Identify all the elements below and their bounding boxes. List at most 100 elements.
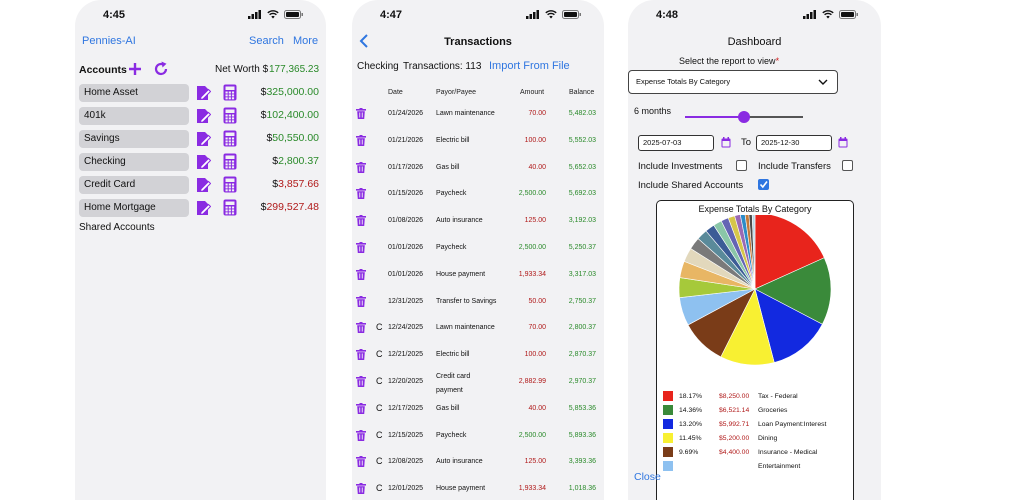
edit-account-icon[interactable]: [195, 177, 211, 193]
search-link[interactable]: Search: [249, 35, 284, 47]
transaction-row[interactable]: C 12/24/2025 Lawn maintenance 70.00 2,800.37: [352, 321, 604, 348]
transaction-balance: 1,018.36: [568, 485, 596, 493]
more-link[interactable]: More: [293, 35, 319, 47]
transaction-amount: 100.00: [524, 351, 546, 359]
battery-icon: [562, 10, 581, 19]
transaction-date: 12/01/2025: [388, 485, 424, 493]
refresh-icon[interactable]: [153, 61, 169, 77]
transaction-date: 12/08/2025: [388, 458, 424, 466]
include-shared-checkbox[interactable]: [758, 179, 769, 190]
transaction-row[interactable]: 01/21/2026 Electric bill 100.00 5,552.03: [352, 134, 604, 161]
transaction-payee: Paycheck: [436, 190, 467, 198]
transaction-row[interactable]: 01/08/2026 Auto insurance 125.00 3,192.03: [352, 214, 604, 241]
edit-account-icon[interactable]: [195, 200, 211, 216]
transaction-date: 12/21/2025: [388, 351, 424, 359]
account-amount: 299,527.48: [266, 201, 319, 213]
legend-amount: $6,521.14: [719, 407, 750, 414]
status-bar: 4:47: [352, 9, 604, 23]
app-name-link[interactable]: Pennies-AI: [82, 35, 136, 47]
transaction-row[interactable]: 01/17/2026 Gas bill 40.00 5,652.03: [352, 161, 604, 188]
account-name[interactable]: Home Asset: [79, 84, 189, 102]
transaction-row[interactable]: C 12/08/2025 Auto insurance 125.00 3,393.36: [352, 455, 604, 482]
close-button[interactable]: Close: [634, 471, 661, 483]
transaction-row[interactable]: 01/01/2026 House payment 1,933.34 3,317.03: [352, 268, 604, 295]
date-to-field[interactable]: 2025-12-30: [756, 135, 832, 151]
slider-thumb[interactable]: [738, 111, 750, 123]
transaction-row[interactable]: C 12/17/2025 Gas bill 40.00 5,853.36: [352, 402, 604, 429]
calculator-icon[interactable]: [223, 176, 237, 193]
transaction-amount: 70.00: [528, 324, 546, 332]
account-name[interactable]: 401k: [79, 107, 189, 125]
transaction-row[interactable]: 12/31/2025 Transfer to Savings 50.00 2,750.…: [352, 295, 604, 322]
trash-icon[interactable]: [356, 402, 366, 414]
legend-swatch: [663, 433, 673, 443]
account-name[interactable]: Home Mortgage: [79, 199, 189, 217]
trash-icon[interactable]: [356, 108, 366, 119]
trash-icon[interactable]: [356, 268, 366, 280]
trash-icon[interactable]: [356, 322, 366, 334]
transaction-amount: 125.00: [524, 458, 546, 466]
transaction-row[interactable]: 01/24/2026 Lawn maintenance 70.00 5,482.03: [352, 107, 604, 134]
trash-icon[interactable]: [356, 429, 366, 441]
calculator-icon[interactable]: [223, 84, 237, 101]
legend-percent: 18.17%: [679, 393, 703, 400]
calendar-from-icon[interactable]: [721, 137, 731, 148]
range-slider[interactable]: [685, 111, 803, 123]
calculator-icon[interactable]: [223, 153, 237, 170]
battery-icon: [284, 10, 303, 19]
chart-title: Expense Totals By Category: [698, 204, 812, 214]
edit-account-icon[interactable]: [195, 108, 211, 124]
account-row[interactable]: Savings $50,550.00: [79, 130, 319, 148]
trash-icon[interactable]: [356, 242, 366, 253]
edit-account-icon[interactable]: [195, 154, 211, 170]
transactions-screen: 4:47 Transactions Checking Transactions:…: [352, 0, 604, 500]
edit-account-icon[interactable]: [195, 85, 211, 101]
account-row[interactable]: 401k $102,400.00: [79, 107, 319, 125]
edit-account-icon[interactable]: [195, 131, 211, 147]
back-chevron-icon[interactable]: [359, 34, 369, 48]
include-transfers-checkbox[interactable]: [842, 160, 853, 171]
transaction-row[interactable]: C 12/20/2025 Credit card payment 2,882.99 2,9…: [352, 373, 604, 402]
calculator-icon[interactable]: [223, 107, 237, 124]
account-row[interactable]: Credit Card $3,857.66: [79, 176, 319, 194]
transaction-row[interactable]: C 12/15/2025 Paycheck 2,500.00 5,893.36: [352, 429, 604, 456]
trash-icon[interactable]: [356, 188, 366, 200]
account-row[interactable]: Checking $2,800.37: [79, 153, 319, 171]
transaction-balance: 3,317.03: [568, 270, 596, 278]
transaction-row[interactable]: 01/15/2026 Paycheck 2,500.00 5,692.03: [352, 187, 604, 214]
report-select[interactable]: Expense Totals By Category: [628, 70, 838, 94]
account-amount: 102,400.00: [266, 109, 319, 121]
chart-panel: Expense Totals By Category 18.17% $8,250.…: [656, 200, 854, 500]
account-name[interactable]: Savings: [79, 130, 189, 148]
cleared-flag: C: [376, 456, 383, 467]
transaction-balance: 3,192.03: [568, 217, 596, 225]
trash-icon[interactable]: [356, 215, 366, 227]
trash-icon[interactable]: [356, 483, 366, 495]
trash-icon[interactable]: [356, 456, 366, 468]
trash-icon[interactable]: [356, 376, 366, 387]
include-investments-checkbox[interactable]: [736, 160, 747, 171]
account-row[interactable]: Home Asset $325,000.00: [79, 84, 319, 102]
slider-fill: [685, 116, 744, 118]
account-balance: $299,527.48: [261, 201, 319, 213]
legend-swatch: [663, 447, 673, 457]
transaction-row[interactable]: C 12/21/2025 Electric bill 100.00 2,870.37: [352, 348, 604, 375]
calculator-icon[interactable]: [223, 199, 237, 216]
calculator-icon[interactable]: [223, 130, 237, 147]
pie-chart: [678, 215, 832, 366]
transaction-date: 01/01/2026: [388, 270, 424, 278]
trash-icon[interactable]: [356, 134, 366, 146]
trash-icon[interactable]: [356, 161, 366, 173]
account-name[interactable]: Checking: [79, 153, 189, 171]
legend-label: Dining: [758, 435, 778, 442]
transaction-row[interactable]: C 12/01/2025 House payment 1,933.34 1,018.36: [352, 482, 604, 500]
trash-icon[interactable]: [356, 349, 366, 361]
import-file-link[interactable]: Import From File: [489, 60, 570, 72]
account-row[interactable]: Home Mortgage $299,527.48: [79, 199, 319, 217]
date-from-field[interactable]: 2025-07-03: [638, 135, 714, 151]
calendar-to-icon[interactable]: [838, 137, 848, 148]
transaction-row[interactable]: 01/01/2026 Paycheck 2,500.00 5,250.37: [352, 241, 604, 268]
trash-icon[interactable]: [356, 295, 366, 307]
add-account-icon[interactable]: [128, 62, 142, 76]
account-name[interactable]: Credit Card: [79, 176, 189, 194]
